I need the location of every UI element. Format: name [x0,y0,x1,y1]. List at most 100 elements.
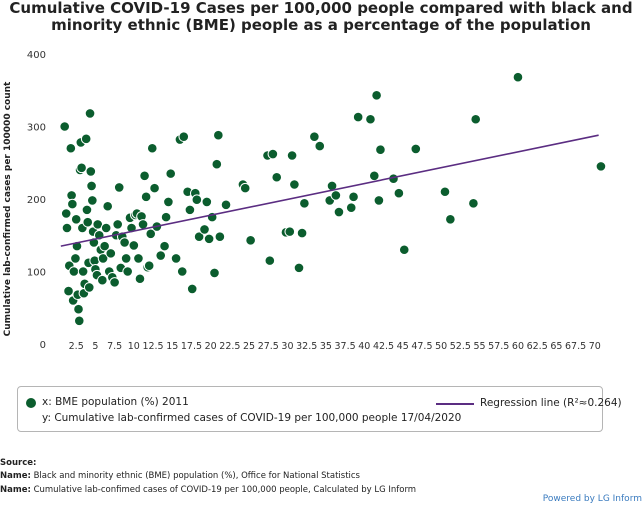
data-point[interactable] [371,90,382,101]
data-point[interactable] [82,216,94,228]
data-point[interactable] [159,240,170,252]
data-point[interactable] [209,267,220,279]
data-point[interactable] [201,196,213,208]
data-point[interactable] [330,190,342,201]
data-point[interactable] [296,227,308,239]
data-point[interactable] [375,144,386,155]
data-point[interactable] [286,150,298,161]
data-point[interactable] [398,244,410,256]
data-point[interactable] [211,158,223,170]
data-point[interactable] [373,195,385,206]
data-point[interactable] [85,166,97,177]
data-point[interactable] [113,182,125,193]
source-text-2: Cumulative lab-confimed cases of COVID-1… [33,485,417,495]
data-point[interactable] [139,170,150,182]
data-point[interactable] [81,204,93,216]
data-point[interactable] [73,303,84,315]
data-point[interactable] [133,253,144,264]
regression-line [60,134,599,247]
data-point[interactable] [155,250,167,261]
data-point[interactable] [145,228,157,240]
data-point[interactable] [73,315,85,327]
data-point[interactable] [245,235,256,246]
data-point[interactable] [199,224,210,235]
data-point[interactable] [293,262,305,274]
data-point[interactable] [119,237,130,248]
data-point[interactable] [271,171,283,183]
data-point[interactable] [120,253,132,264]
data-point[interactable] [143,260,155,272]
data-point[interactable] [352,111,364,123]
data-point[interactable] [368,170,380,182]
data-point[interactable] [213,129,224,141]
data-point[interactable] [186,283,198,295]
data-point[interactable] [314,140,326,152]
data-point[interactable] [191,194,203,206]
data-point[interactable] [140,191,152,203]
data-point[interactable] [76,162,87,174]
data-point[interactable] [83,282,95,293]
data-point[interactable] [163,196,174,208]
data-point[interactable] [128,240,140,251]
data-point[interactable] [70,253,81,264]
data-point[interactable] [105,248,117,259]
data-point[interactable] [63,285,74,297]
x-tick-label: 67.5 [565,341,586,352]
data-point[interactable] [102,200,114,212]
data-point[interactable] [87,195,98,206]
data-point[interactable] [122,266,133,277]
data-point[interactable] [80,133,92,145]
data-point[interactable] [97,274,108,286]
data-point[interactable] [299,198,310,209]
data-point[interactable] [345,202,357,213]
data-point[interactable] [149,182,160,194]
data-point[interactable] [100,222,112,234]
data-point[interactable] [170,253,182,264]
data-point[interactable] [61,222,73,234]
data-point[interactable] [468,198,479,209]
data-point[interactable] [410,143,422,155]
data-point[interactable] [99,240,110,252]
data-point[interactable] [160,211,172,223]
data-point[interactable] [97,253,109,264]
powered-by-link[interactable]: Powered by LG Inform [542,494,642,504]
data-point[interactable] [595,161,607,172]
data-point[interactable] [109,277,120,288]
data-point[interactable] [68,266,80,277]
data-point[interactable] [84,108,96,119]
data-point[interactable] [393,187,405,199]
data-point[interactable] [60,208,72,219]
data-point[interactable] [178,131,190,142]
data-point[interactable] [165,168,177,179]
data-point[interactable] [264,255,276,266]
data-point[interactable] [214,231,226,242]
data-point[interactable] [439,186,451,198]
data-point[interactable] [59,121,70,132]
data-point[interactable] [184,204,196,216]
data-point[interactable] [220,199,232,211]
data-point[interactable] [70,214,82,225]
data-point[interactable] [86,180,97,192]
data-point[interactable] [67,198,78,210]
data-point[interactable] [512,71,524,83]
data-point[interactable] [365,113,376,125]
data-point[interactable] [112,219,123,230]
data-point[interactable] [77,266,89,277]
data-point[interactable] [284,226,296,237]
data-point[interactable] [470,113,482,125]
data-point[interactable] [65,142,77,154]
data-point[interactable] [193,231,205,242]
data-point[interactable] [333,206,345,218]
data-point[interactable] [176,266,188,277]
data-point[interactable] [203,233,215,245]
data-point[interactable] [309,131,320,142]
data-point[interactable] [239,182,251,194]
data-point[interactable] [146,142,158,154]
data-point[interactable] [445,214,456,225]
data-point[interactable] [66,190,77,201]
x-tick-label: 35 [320,341,332,352]
data-point[interactable] [348,191,359,203]
data-point[interactable] [267,148,279,160]
data-point[interactable] [289,179,300,190]
data-point[interactable] [134,273,146,285]
